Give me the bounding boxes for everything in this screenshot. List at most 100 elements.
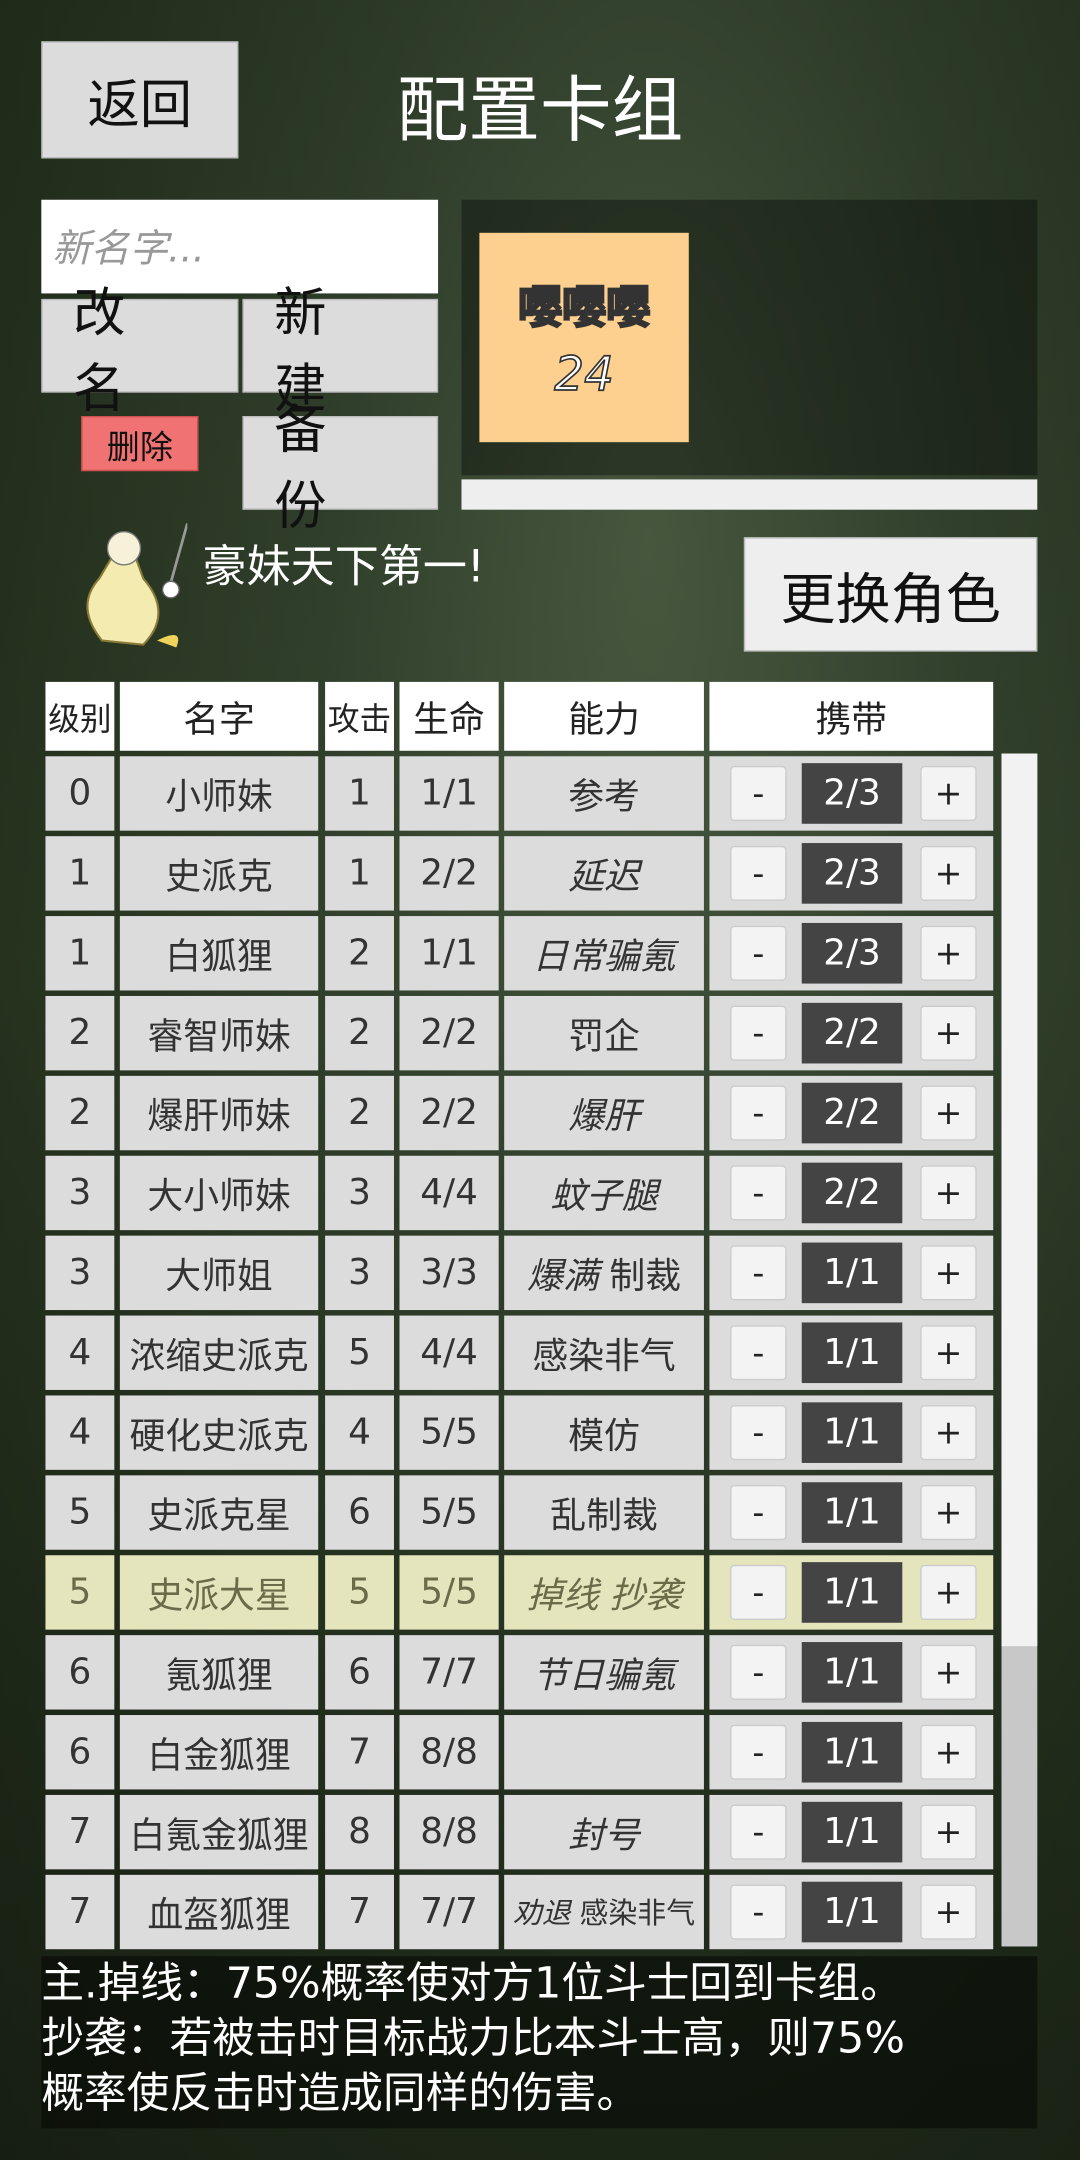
minus-button[interactable]: - <box>730 845 787 901</box>
progress-bar <box>461 479 1038 510</box>
rename-button[interactable]: 改名 <box>41 282 239 419</box>
minus-button[interactable]: - <box>730 1005 787 1061</box>
hp-cell: 5/5 <box>399 1475 499 1550</box>
character-slogan: 豪妹天下第一! <box>202 540 485 593</box>
attack-cell: 2 <box>325 995 394 1071</box>
ability-text: 封号 <box>568 1814 640 1857</box>
minus-button[interactable]: - <box>730 1165 787 1221</box>
attack-cell: 6 <box>325 1635 394 1710</box>
ability-text: 制裁 <box>609 1255 682 1297</box>
plus-button[interactable]: + <box>920 1724 977 1780</box>
hp-cell: 7/7 <box>399 1635 499 1710</box>
new-button[interactable]: 新建 <box>242 282 439 419</box>
ability-cell: 爆满 制裁 <box>504 1235 704 1311</box>
level-cell: 7 <box>45 1874 115 1950</box>
ability-text: 罚企 <box>568 1015 640 1058</box>
ability-cell <box>504 1715 704 1790</box>
carry-count: 2/2 <box>801 1162 903 1224</box>
ability-text: 爆满 <box>527 1255 599 1297</box>
carry-count: 1/1 <box>801 1562 903 1623</box>
attack-cell: 4 <box>325 1395 394 1470</box>
minus-button[interactable]: - <box>730 1804 787 1860</box>
hp-cell: 4/4 <box>399 1315 499 1390</box>
ability-text: 爆肝 <box>568 1095 640 1138</box>
plus-button[interactable]: + <box>920 765 977 822</box>
name-cell: 史派大星 <box>119 1555 319 1630</box>
scrollbar-thumb[interactable] <box>1001 753 1038 1647</box>
minus-button[interactable]: - <box>730 1325 787 1381</box>
plus-button[interactable]: + <box>920 1325 977 1381</box>
change-character-button[interactable]: 更换角色 <box>743 537 1038 652</box>
plus-button[interactable]: + <box>920 1644 977 1700</box>
minus-button[interactable]: - <box>730 1484 787 1541</box>
plus-button[interactable]: + <box>920 1884 977 1940</box>
carry-count: 1/1 <box>801 1482 903 1543</box>
ability-text: 参考 <box>568 776 640 818</box>
name-cell: 大小师妹 <box>119 1155 319 1231</box>
delete-button[interactable]: 删除 <box>81 416 199 472</box>
minus-button[interactable]: - <box>730 1884 787 1940</box>
description-panel <box>41 1956 1038 2129</box>
ability-cell: 蚊子腿 <box>504 1155 704 1231</box>
backup-button[interactable]: 备份 <box>242 399 439 536</box>
character-icon <box>86 523 188 648</box>
level-cell: 1 <box>45 916 115 991</box>
ability-text: 感染非气 <box>532 1335 676 1377</box>
ability-text: 乱制裁 <box>550 1495 658 1537</box>
attack-header: 攻击 <box>325 681 394 751</box>
plus-button[interactable]: + <box>920 1484 977 1541</box>
minus-button[interactable]: - <box>730 1724 787 1780</box>
ability-cell: 爆肝 <box>504 1075 704 1151</box>
ability-text: 抄袭 <box>609 1575 682 1617</box>
ability-header: 能力 <box>504 681 704 751</box>
level-cell: 4 <box>45 1315 115 1390</box>
carry-count: 1/1 <box>801 1322 903 1384</box>
carry-count: 1/1 <box>801 1801 903 1863</box>
plus-button[interactable]: + <box>920 845 977 901</box>
ability-cell: 乱制裁 <box>504 1475 704 1550</box>
hp-cell: 8/8 <box>399 1715 499 1790</box>
deck-name: 嘤嘤嘤 <box>517 280 651 334</box>
ability-text: 日常骗氪 <box>532 936 676 978</box>
ability-text: 掉线 <box>527 1575 599 1617</box>
minus-button[interactable]: - <box>730 1245 787 1301</box>
attack-cell: 3 <box>325 1155 394 1231</box>
ability-cell: 感染非气 <box>504 1315 704 1390</box>
ability-text: 感染非气 <box>579 1896 696 1930</box>
carry-count: 1/1 <box>801 1721 903 1783</box>
carry-count: 2/2 <box>801 1082 903 1144</box>
plus-button[interactable]: + <box>920 1165 977 1221</box>
plus-button[interactable]: + <box>920 1245 977 1301</box>
hp-cell: 1/1 <box>399 756 499 831</box>
name-cell: 浓缩史派克 <box>119 1315 319 1390</box>
plus-button[interactable]: + <box>920 1804 977 1860</box>
level-cell: 3 <box>45 1155 115 1231</box>
description-line: 主.掉线：75%概率使对方1位斗士回到卡组。 <box>41 1958 903 2009</box>
deck-count: 24 <box>553 346 614 403</box>
ability-text: 蚊子腿 <box>550 1175 658 1218</box>
minus-button[interactable]: - <box>730 1564 787 1620</box>
attack-cell: 8 <box>325 1794 394 1870</box>
minus-button[interactable]: - <box>730 1405 787 1461</box>
plus-button[interactable]: + <box>920 925 977 981</box>
description: 主.掉线：75%概率使对方1位斗士回到卡组。 抄袭：若被击时目标战力比本斗士高，则… <box>41 1956 1060 2121</box>
plus-button[interactable]: + <box>920 1405 977 1461</box>
plus-button[interactable]: + <box>920 1005 977 1061</box>
plus-button[interactable]: + <box>920 1564 977 1620</box>
back-button[interactable]: 返回 <box>41 41 239 159</box>
minus-button[interactable]: - <box>730 765 787 822</box>
deck-card[interactable] <box>479 232 689 443</box>
ability-cell: 封号 <box>504 1794 704 1870</box>
minus-button[interactable]: - <box>730 1644 787 1700</box>
name-cell: 爆肝师妹 <box>119 1075 319 1151</box>
level-cell: 2 <box>45 1075 115 1151</box>
attack-cell: 5 <box>325 1555 394 1630</box>
level-cell: 2 <box>45 995 115 1071</box>
hp-cell: 5/5 <box>399 1555 499 1630</box>
level-cell: 5 <box>45 1555 115 1630</box>
minus-button[interactable]: - <box>730 1085 787 1141</box>
hp-cell: 2/2 <box>399 1075 499 1151</box>
plus-button[interactable]: + <box>920 1085 977 1141</box>
minus-button[interactable]: - <box>730 925 787 981</box>
name-input[interactable]: 新名字... <box>41 199 439 294</box>
